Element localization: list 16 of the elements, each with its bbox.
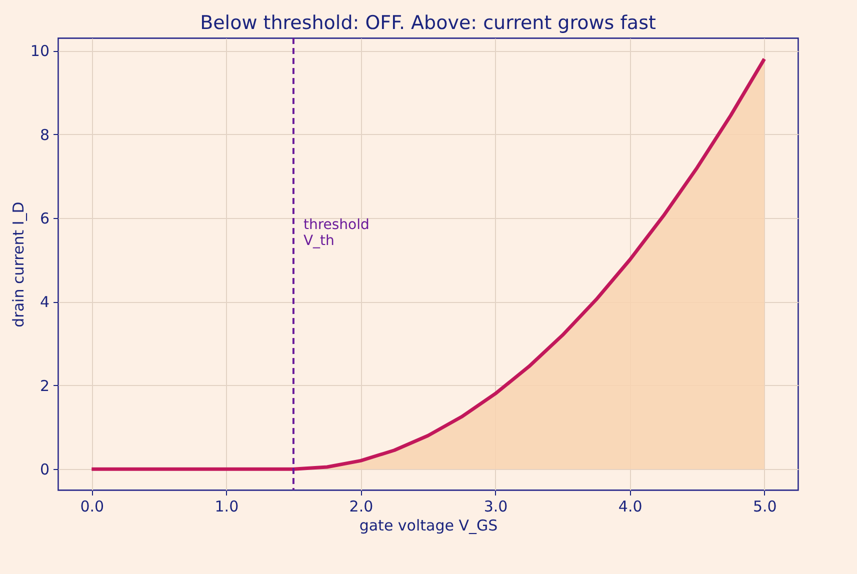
- y-axis-title: drain current I_D: [9, 202, 28, 328]
- x-tick-label: 4.0: [618, 498, 642, 516]
- y-tick-label: 4: [40, 293, 50, 312]
- chart-title: Below threshold: OFF. Above: current grows fast: [200, 12, 656, 34]
- y-tick-label: 10: [30, 42, 50, 60]
- x-tick-label: 1.0: [214, 498, 239, 516]
- y-tick-label: 6: [40, 209, 50, 228]
- x-tick-label: 3.0: [484, 498, 508, 516]
- x-tick-label: 0.0: [80, 498, 104, 516]
- x-tick-label: 5.0: [752, 498, 777, 516]
- ref-line-label: threshold V_th: [303, 217, 370, 249]
- y-tick-label: 2: [40, 376, 50, 395]
- x-tick-label: 2.0: [349, 498, 374, 516]
- y-tick-label: 8: [40, 126, 50, 144]
- x-axis-title: gate voltage V_GS: [359, 516, 498, 534]
- y-tick-label: 0: [40, 460, 50, 479]
